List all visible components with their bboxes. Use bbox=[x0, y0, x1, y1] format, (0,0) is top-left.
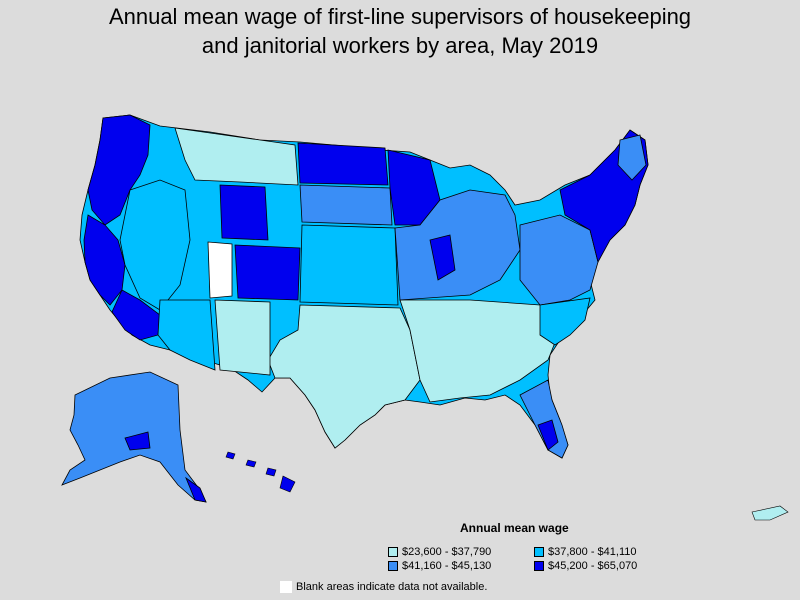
region-montana bbox=[174, 127, 299, 186]
title-line-1: Annual mean wage of first-line superviso… bbox=[108, 4, 692, 29]
region-arizona bbox=[157, 299, 216, 371]
region-wyoming bbox=[219, 184, 269, 241]
legend-label-2: $37,800 - $41,110 bbox=[548, 546, 637, 558]
region-colorado bbox=[234, 244, 301, 301]
alaska-anchorage bbox=[124, 431, 151, 451]
alaska bbox=[61, 371, 207, 503]
region-north-dakota bbox=[297, 142, 389, 186]
region-southern-california bbox=[111, 289, 161, 341]
contiguous-us bbox=[79, 114, 649, 459]
map-title: Annual mean wage of first-line superviso… bbox=[0, 2, 800, 60]
hawaii-island-big bbox=[279, 475, 296, 493]
legend-item-2: $37,800 - $41,110 bbox=[534, 546, 636, 558]
region-pacific-northwest bbox=[87, 114, 151, 226]
legend-item-1: $23,600 - $37,790 bbox=[388, 546, 491, 558]
legend-label-4: $45,200 - $65,070 bbox=[548, 560, 638, 572]
blank-note: Blank areas indicate data not available. bbox=[280, 581, 487, 593]
region-midwest bbox=[394, 189, 521, 301]
legend-swatch-3 bbox=[388, 561, 398, 571]
legend-label-1: $23,600 - $37,790 bbox=[402, 546, 492, 558]
region-mid-atlantic bbox=[519, 214, 599, 306]
region-northern-california bbox=[83, 214, 126, 306]
legend-swatch-1 bbox=[388, 547, 398, 557]
region-florida bbox=[519, 379, 569, 459]
legend-swatch-4 bbox=[534, 561, 544, 571]
puerto-rico-island bbox=[751, 505, 789, 521]
legend-label-3: $41,160 - $45,130 bbox=[402, 560, 492, 572]
title-line-2: and janitorial workers by area, May 2019 bbox=[201, 33, 599, 58]
region-maine bbox=[617, 134, 647, 181]
legend-item-4: $45,200 - $65,070 bbox=[534, 560, 637, 572]
blank-swatch bbox=[280, 581, 292, 593]
region-new-mexico bbox=[214, 299, 271, 376]
region-south-dakota bbox=[299, 184, 393, 226]
region-great-lakes bbox=[429, 234, 456, 281]
blank-note-text: Blank areas indicate data not available. bbox=[296, 581, 488, 593]
region-nevada-idaho bbox=[119, 179, 191, 311]
puerto-rico bbox=[751, 505, 789, 521]
region-utah-blank bbox=[207, 241, 233, 299]
hawaii-island-kauai bbox=[225, 451, 236, 460]
legend-swatch-2 bbox=[534, 547, 544, 557]
hawaii-island-maui bbox=[265, 467, 277, 477]
region-south bbox=[399, 299, 561, 403]
legend-item-3: $41,160 - $45,130 bbox=[388, 560, 491, 572]
hawaii bbox=[225, 451, 296, 493]
hawaii-island-oahu bbox=[245, 459, 257, 468]
region-south-florida bbox=[537, 419, 559, 451]
legend-title: Annual mean wage bbox=[460, 521, 569, 535]
region-nebraska-kansas bbox=[299, 224, 399, 306]
region-carolinas bbox=[539, 297, 591, 346]
alaska-southeast bbox=[185, 476, 207, 503]
